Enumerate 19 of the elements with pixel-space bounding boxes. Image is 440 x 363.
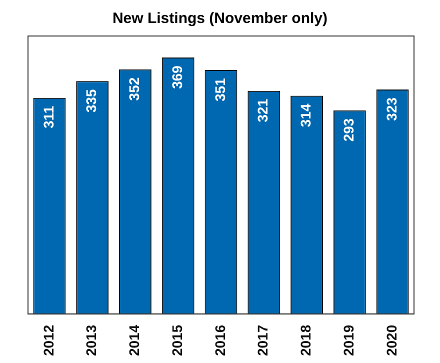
x-tick-label: 2013 bbox=[83, 324, 100, 356]
x-tick-label: 2012 bbox=[40, 324, 56, 356]
x-tick-label: 2017 bbox=[254, 324, 271, 356]
data-label: 351 bbox=[212, 78, 228, 102]
data-label: 321 bbox=[254, 98, 271, 122]
data-label: 323 bbox=[383, 97, 400, 121]
chart-title: New Listings (November only) bbox=[111, 10, 329, 27]
data-label: 369 bbox=[168, 65, 185, 89]
data-label: 314 bbox=[298, 104, 314, 128]
x-tick-label: 2016 bbox=[212, 324, 228, 356]
data-label: 335 bbox=[83, 88, 100, 113]
data-label: 293 bbox=[340, 118, 357, 142]
x-tick-label: 2019 bbox=[340, 324, 357, 356]
x-tick-label: 2015 bbox=[168, 324, 185, 356]
x-tick-label: 2018 bbox=[298, 324, 314, 356]
data-label: 311 bbox=[40, 106, 56, 128]
x-tick-label: 2014 bbox=[126, 324, 142, 356]
x-tick-label: 2020 bbox=[383, 324, 400, 356]
data-label: 352 bbox=[126, 77, 142, 101]
